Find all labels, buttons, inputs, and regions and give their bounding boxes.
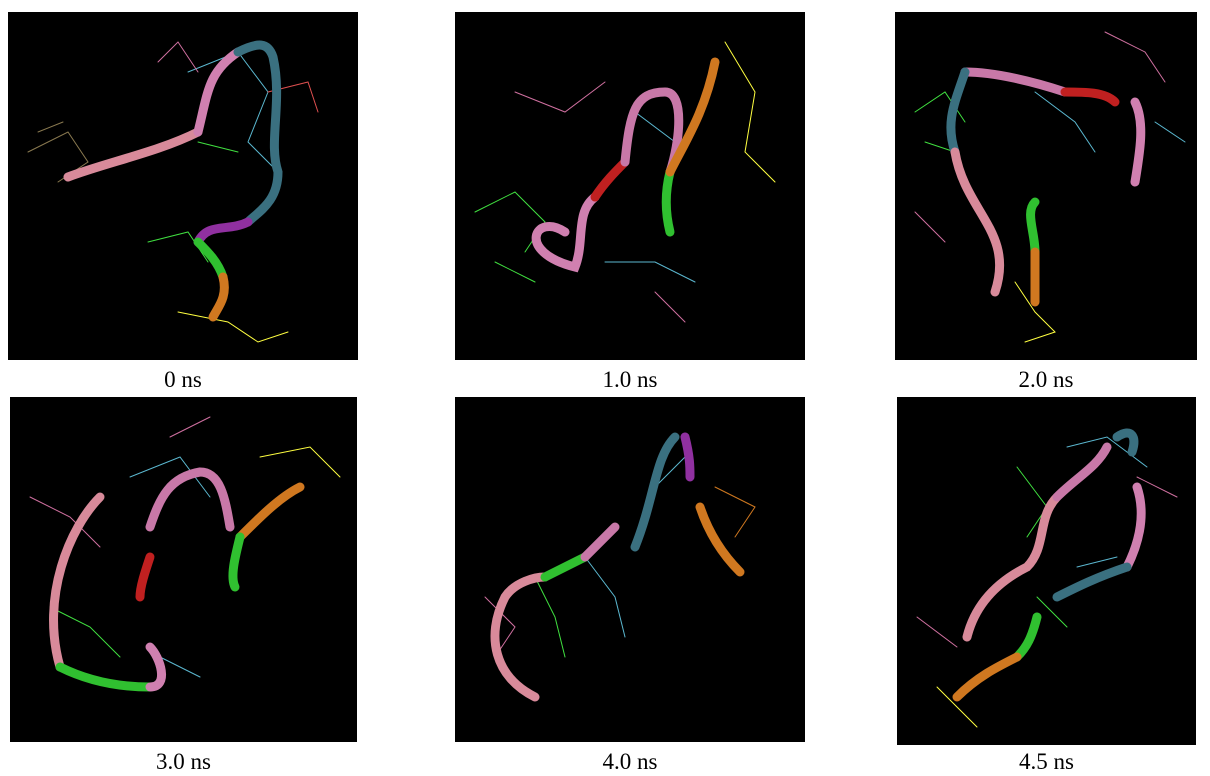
panel-caption: 4.5 ns [897,750,1196,774]
page: 0 ns 1.0 ns 2.0 ns [0,0,1210,776]
structure-image [895,12,1197,360]
panel-caption: 0 ns [8,368,358,392]
molecule-render [455,12,805,360]
structure-image [10,397,357,742]
molecule-render [455,397,805,742]
molecule-render [8,12,358,360]
structure-image [455,12,805,360]
panel-caption: 2.0 ns [895,368,1197,392]
molecule-render [10,397,357,742]
structure-image [455,397,805,742]
panel-caption: 3.0 ns [10,750,357,774]
panel-caption: 1.0 ns [455,368,805,392]
structure-image [8,12,358,360]
molecule-render [895,12,1197,360]
structure-image [897,397,1196,745]
panel-caption: 4.0 ns [455,750,805,774]
molecule-render [897,397,1196,745]
